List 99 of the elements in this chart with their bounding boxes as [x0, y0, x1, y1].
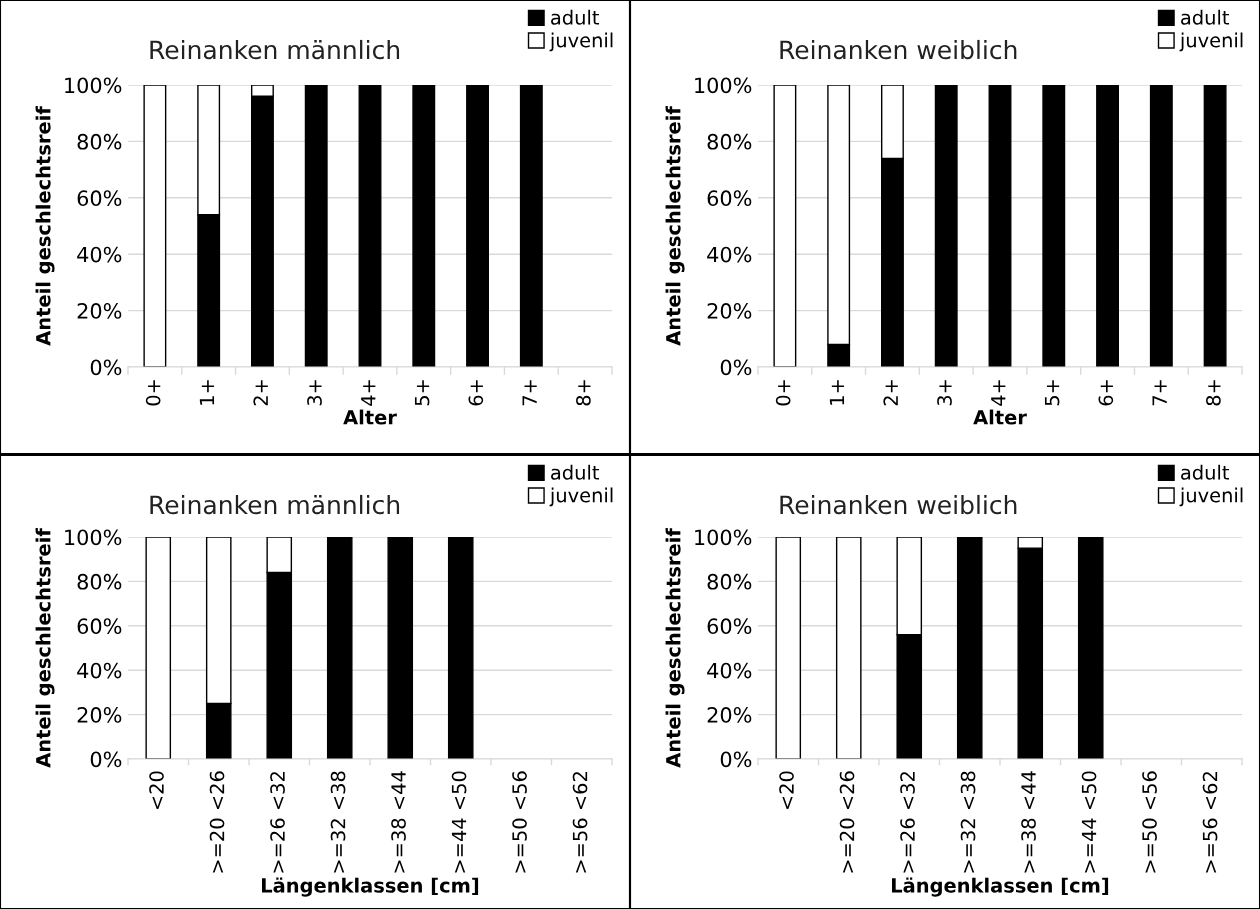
y-tick-label: 20%	[707, 707, 752, 723]
x-tick-label: 0+	[145, 380, 161, 406]
x-tick-label: 2+	[883, 380, 898, 406]
x-tick-label: <20	[149, 771, 164, 810]
x-tick-label: >=44 <50	[451, 771, 467, 873]
x-tick-label: 1+	[199, 380, 215, 405]
chart-title: Reinanken weiblich	[780, 39, 1017, 60]
x-axis-title: Alter	[343, 409, 397, 425]
bar	[956, 537, 983, 759]
x-tick-label: >=26 <32	[900, 772, 915, 873]
legend-label: adult	[551, 9, 600, 25]
bar	[1149, 85, 1173, 367]
y-tick-label: 80%	[707, 573, 752, 590]
x-axis-title: Alter	[973, 409, 1027, 425]
x-tick-label: 4+	[991, 380, 1006, 406]
y-axis-title: Anteil geschlechtsreif	[665, 528, 685, 768]
bar	[934, 85, 958, 367]
x-tick-label: >=32 <38	[960, 771, 976, 873]
x-tick-label: 8+	[1206, 380, 1221, 406]
x-tick-label: 2+	[253, 380, 268, 406]
x-tick-label: 4+	[361, 380, 376, 406]
y-tick-label: 60%	[77, 190, 122, 207]
x-tick-label: 5+	[414, 380, 430, 406]
y-tick-label: 40%	[707, 662, 752, 679]
bar	[1042, 85, 1066, 367]
bar	[387, 537, 414, 759]
y-tick-label: 60%	[707, 618, 752, 635]
bar	[988, 85, 1012, 367]
y-tick-label: 80%	[707, 133, 752, 150]
bar	[304, 85, 328, 367]
bar	[835, 537, 862, 759]
x-tick-label: 8+	[576, 380, 591, 406]
y-tick-label: 0%	[720, 751, 752, 768]
y-tick-label: 100%	[65, 529, 122, 546]
legend-label: adult	[551, 464, 600, 480]
chart-title: Reinanken weiblich	[780, 494, 1017, 515]
bar	[519, 85, 543, 367]
y-tick-label: 0%	[720, 359, 752, 376]
legend-label: juvenil	[1179, 32, 1243, 52]
bar	[358, 85, 382, 367]
y-tick-label: 80%	[77, 573, 122, 590]
chart-title: Reinanken männlich	[150, 39, 400, 60]
x-tick-label: >=26 <32	[270, 772, 285, 873]
legend-label: juvenil	[1179, 487, 1243, 507]
bar	[326, 537, 353, 759]
y-tick-label: 60%	[707, 190, 752, 207]
y-tick-label: 40%	[77, 662, 122, 679]
x-tick-label: 3+	[937, 380, 952, 406]
x-tick-label: >=20 <26	[839, 771, 855, 873]
x-tick-label: 0+	[775, 380, 791, 406]
bar	[773, 85, 797, 367]
legend-label: adult	[1181, 464, 1230, 480]
x-axis-title: Längenklassen [cm]	[262, 877, 479, 897]
x-tick-label: 6+	[1098, 380, 1114, 406]
y-tick-label: 40%	[707, 246, 752, 263]
y-tick-label: 0%	[90, 751, 122, 768]
bar	[775, 537, 802, 759]
y-tick-label: 0%	[90, 359, 122, 376]
x-tick-label: >=38 <44	[1021, 771, 1036, 873]
x-tick-label: >=20 <26	[209, 771, 225, 873]
y-tick-label: 40%	[77, 246, 122, 263]
bar	[466, 85, 490, 367]
legend-label: adult	[1181, 9, 1230, 25]
y-tick-label: 100%	[65, 77, 122, 94]
x-tick-label: <20	[779, 771, 794, 810]
bar	[1203, 85, 1227, 367]
y-tick-label: 20%	[77, 707, 122, 723]
y-tick-label: 60%	[77, 618, 122, 635]
bar	[145, 537, 172, 759]
x-tick-label: >=38 <44	[391, 771, 406, 873]
x-tick-label: >=44 <50	[1081, 771, 1097, 873]
x-tick-label: 5+	[1044, 380, 1060, 406]
x-tick-label: 1+	[829, 380, 845, 405]
x-tick-label: 3+	[307, 380, 322, 406]
y-tick-label: 20%	[77, 303, 122, 319]
legend-label: juvenil	[549, 32, 613, 52]
y-tick-label: 80%	[77, 133, 122, 150]
y-tick-label: 100%	[695, 529, 752, 546]
bar	[447, 537, 474, 759]
y-axis-title: Anteil geschlechtsreif	[35, 106, 55, 346]
y-axis-title: Anteil geschlechtsreif	[35, 528, 55, 768]
chart-title: Reinanken männlich	[150, 494, 400, 515]
x-axis-title: Längenklassen [cm]	[892, 877, 1109, 897]
y-axis-title: Anteil geschlechtsreif	[665, 106, 685, 346]
x-tick-label: >=56 <62	[1202, 772, 1218, 873]
x-tick-label: 7+	[1152, 380, 1167, 406]
x-tick-label: 6+	[468, 380, 484, 406]
x-tick-label: >=50 <56	[512, 771, 527, 873]
x-tick-label: >=50 <56	[1142, 771, 1157, 873]
bar	[143, 85, 167, 367]
y-tick-label: 100%	[695, 77, 752, 94]
x-tick-label: >=32 <38	[330, 771, 346, 873]
y-tick-label: 20%	[707, 303, 752, 319]
bar	[1096, 85, 1120, 367]
bar	[412, 85, 436, 367]
x-tick-label: 7+	[522, 380, 537, 406]
bar	[1077, 537, 1104, 759]
x-tick-label: >=56 <62	[572, 772, 588, 873]
legend-label: juvenil	[549, 487, 613, 507]
